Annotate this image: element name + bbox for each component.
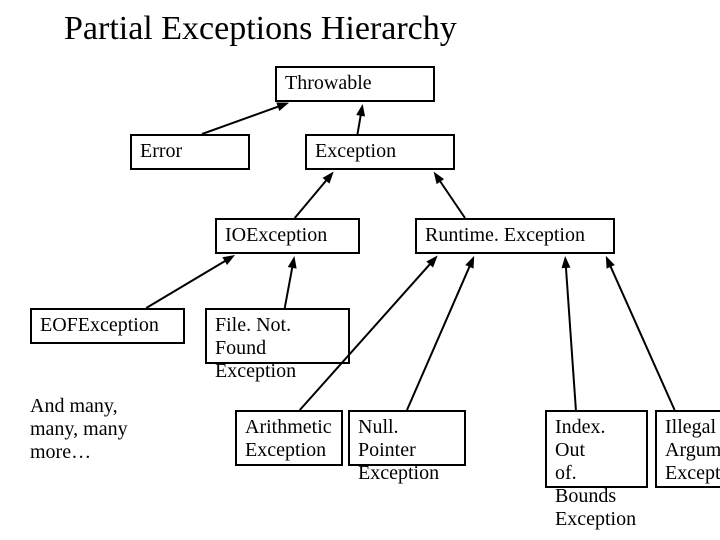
node-error: Error [130,134,250,170]
node-fnf: File. Not. FoundException [205,308,350,364]
node-throwable: Throwable [275,66,435,102]
node-illarg: IllegalArgumentException [655,410,720,488]
footnote: And many,many, manymore… [30,395,128,464]
node-exception: Exception [305,134,455,170]
node-nullp: Null. PointerException [348,410,466,466]
node-ioex: IOException [215,218,360,254]
node-eof: EOFException [30,308,185,344]
page-title: Partial Exceptions Hierarchy [64,10,457,48]
node-arith: ArithmeticException [235,410,343,466]
node-ioob: Index. Outof. BoundsException [545,410,648,488]
node-runtime: Runtime. Exception [415,218,615,254]
